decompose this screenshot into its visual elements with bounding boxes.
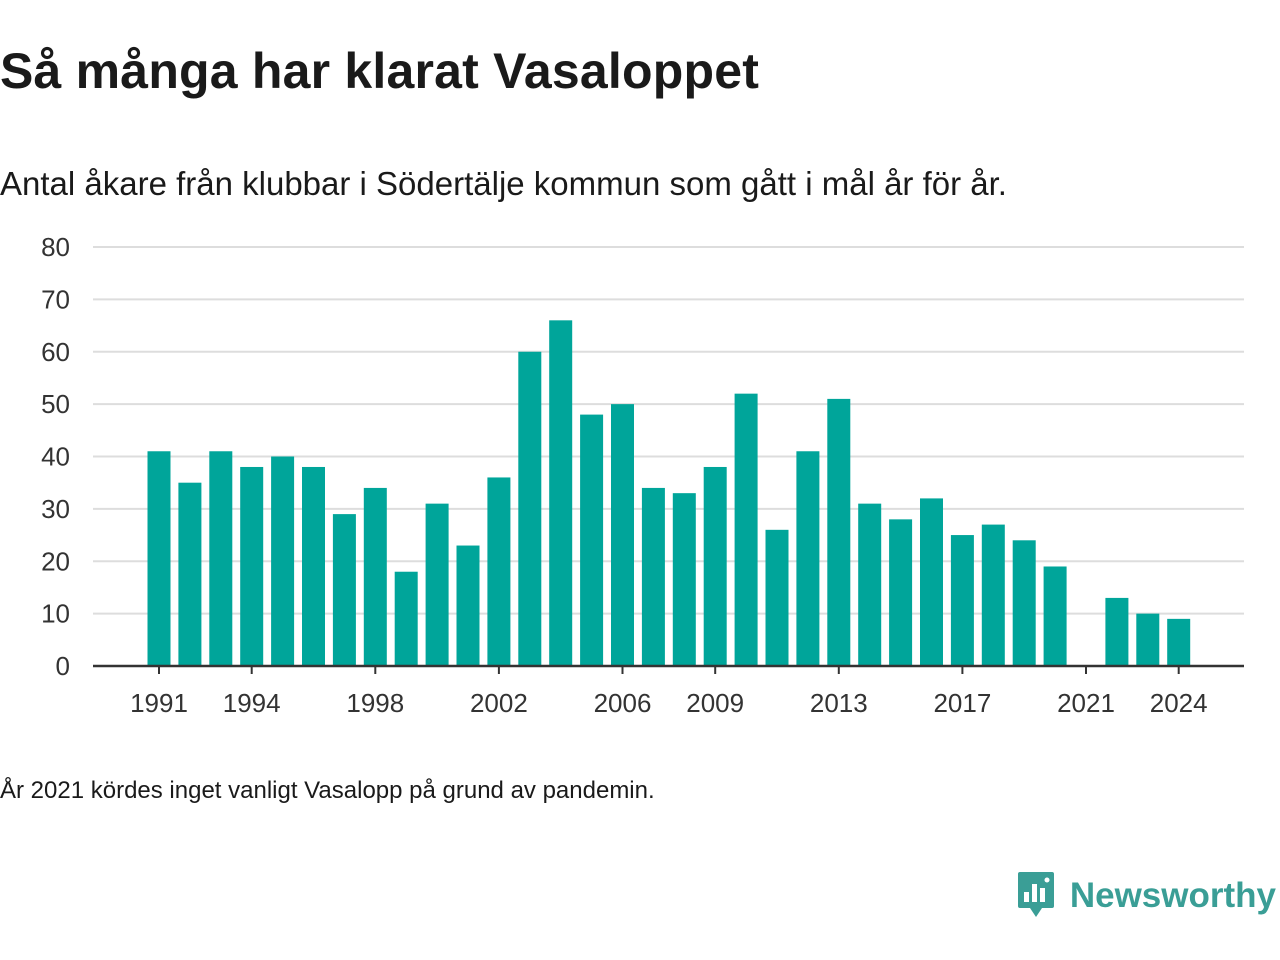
- bar: [302, 466, 325, 666]
- bar: [858, 503, 882, 666]
- bar: [549, 320, 573, 666]
- y-tick-label: 70: [41, 284, 70, 314]
- y-tick-label: 60: [41, 337, 70, 367]
- bars: [147, 320, 1191, 666]
- y-tick-label: 40: [41, 442, 70, 472]
- bar: [363, 487, 387, 666]
- bar: [271, 456, 295, 666]
- x-tick-label: 2017: [933, 688, 991, 718]
- bar: [487, 477, 511, 666]
- x-tick-label: 1994: [223, 688, 281, 718]
- x-tick-label: 2021: [1057, 688, 1115, 718]
- bar: [425, 503, 449, 666]
- bar: [734, 393, 758, 666]
- chart-title: Så många har klarat Vasaloppet: [0, 43, 760, 99]
- y-tick-label: 10: [41, 599, 70, 629]
- bar: [1105, 597, 1129, 666]
- bar: [765, 529, 789, 666]
- x-tick-label: 1991: [130, 688, 188, 718]
- chart-subtitle: Antal åkare från klubbar i Södertälje ko…: [0, 165, 1007, 202]
- bar: [147, 451, 171, 666]
- bar: [240, 466, 264, 666]
- bar: [580, 414, 604, 666]
- y-axis-ticks: 0 10 20 30 40 50 60 70 80: [41, 232, 70, 681]
- newsworthy-logo-icon: [1016, 870, 1056, 920]
- bar: [703, 466, 727, 666]
- bar: [394, 571, 418, 666]
- gridlines: [93, 246, 1244, 615]
- x-axis-ticks: 1991 1994 1998 2002 2006 2009 2013 2017 2021 2024: [130, 666, 1208, 718]
- x-tick-label: 2009: [686, 688, 744, 718]
- bar: [178, 482, 202, 666]
- bar: [1136, 613, 1160, 666]
- bar: [920, 498, 943, 666]
- bar: [518, 351, 542, 666]
- bar: [1012, 540, 1036, 666]
- bar: [332, 514, 356, 666]
- bar: [456, 545, 480, 666]
- bar: [1043, 566, 1067, 666]
- bar: [950, 535, 974, 666]
- y-tick-label: 20: [41, 546, 70, 576]
- bar: [611, 404, 634, 666]
- bar: [796, 451, 820, 666]
- x-tick-label: 2024: [1150, 688, 1208, 718]
- bar: [641, 487, 665, 666]
- y-tick-label: 50: [41, 389, 70, 419]
- footnote: År 2021 kördes inget vanligt Vasalopp på…: [0, 777, 655, 804]
- bar-chart: 0 10 20 30 40 50 60 70 80 1991 1994 1998 2002 2006 20…: [41, 232, 1244, 718]
- bar: [209, 451, 233, 666]
- y-tick-label: 0: [56, 651, 70, 681]
- bar: [1167, 618, 1191, 666]
- bar: [672, 493, 696, 666]
- brand-logo: Newsworthy: [1016, 870, 1276, 920]
- x-tick-label: 2013: [810, 688, 868, 718]
- x-tick-label: 2006: [594, 688, 652, 718]
- y-tick-label: 30: [41, 494, 70, 524]
- brand-name: Newsworthy: [1069, 875, 1276, 915]
- bar: [827, 398, 851, 666]
- x-tick-label: 1998: [346, 688, 404, 718]
- bar: [889, 519, 913, 666]
- y-tick-label: 80: [41, 232, 70, 262]
- bar: [981, 524, 1005, 666]
- x-tick-label: 2002: [470, 688, 528, 718]
